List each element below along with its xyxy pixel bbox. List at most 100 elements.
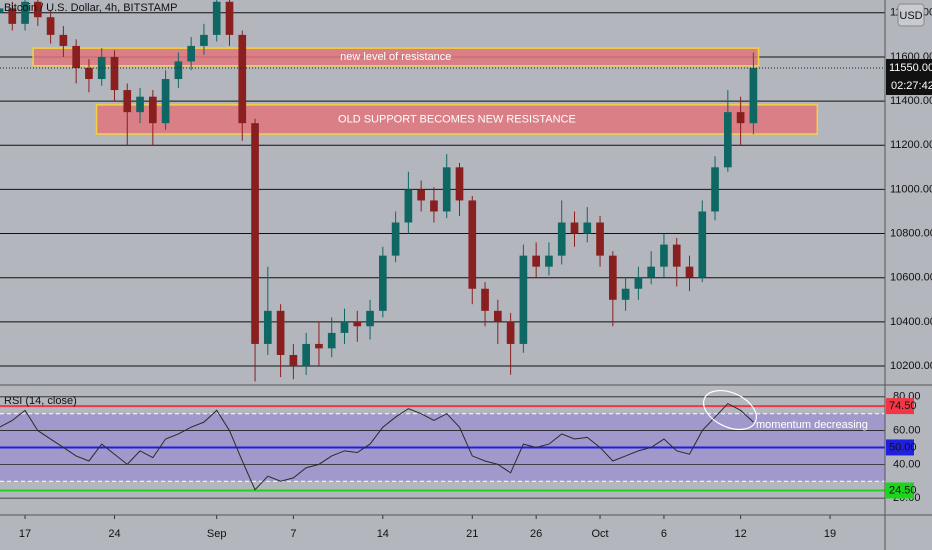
candle-body <box>391 222 400 256</box>
resistance-zone <box>95 104 819 135</box>
candle-body <box>85 67 93 80</box>
candle-body <box>225 1 234 35</box>
y-tick-label: 60.00 <box>893 424 921 436</box>
candle-body <box>302 343 310 367</box>
y-tick-label: 40.00 <box>893 458 921 470</box>
x-tick-label: 19 <box>824 528 836 540</box>
x-tick-label: 6 <box>661 528 667 540</box>
candle-body <box>519 255 528 344</box>
candle-body <box>736 112 745 124</box>
candle-body <box>340 321 349 333</box>
candle-body <box>263 310 272 344</box>
candle-body <box>634 277 643 289</box>
candle-body <box>33 1 42 18</box>
candle-body <box>570 222 579 234</box>
candle-body <box>21 1 29 24</box>
candle-body <box>289 354 298 367</box>
candle-body <box>430 200 438 212</box>
candle-body <box>404 189 413 223</box>
y-tick-label: 11200.00 <box>890 139 932 151</box>
candle-body <box>506 321 515 344</box>
candle-body <box>660 244 668 267</box>
candle-body <box>481 288 489 311</box>
candle-body <box>353 321 362 327</box>
annotation-ellipse <box>703 389 757 431</box>
level-tag <box>886 398 914 415</box>
symbol-title: Bitcoin / U.S. Dollar, 4h, BITSTAMP <box>4 2 177 14</box>
candle-body <box>110 56 119 91</box>
x-tick-label: Oct <box>591 528 608 540</box>
candle-body <box>455 167 464 201</box>
y-tick-label: 10800.00 <box>890 227 932 239</box>
candle-body <box>378 255 387 311</box>
countdown: 02:27:42 <box>891 80 932 92</box>
candle-body <box>59 34 68 46</box>
x-tick-label: 26 <box>530 528 542 540</box>
candle-body <box>366 310 374 327</box>
candle-body <box>276 310 285 355</box>
x-tick-label: 14 <box>377 528 389 540</box>
last-price-label: 11550.00 <box>889 62 932 74</box>
candle-body <box>46 17 55 35</box>
candle-body <box>557 222 566 256</box>
level-label: 50.00 <box>889 441 917 453</box>
candle-body <box>749 67 758 124</box>
candle-body <box>698 211 707 278</box>
rsi-line <box>0 402 754 491</box>
candle-body <box>647 266 655 278</box>
candle-body <box>315 343 323 349</box>
candle-body <box>493 310 502 322</box>
zone-label: new level of resistance <box>340 51 451 63</box>
candle-body <box>200 34 208 46</box>
candle-body <box>123 90 132 113</box>
candle-body <box>161 79 170 124</box>
resistance-zone <box>32 47 760 67</box>
candle-body <box>532 255 540 267</box>
candle-body <box>685 266 694 278</box>
candle-body <box>468 200 477 289</box>
candle-body <box>442 167 451 212</box>
candle-body <box>545 255 553 267</box>
candle-body <box>187 45 195 62</box>
candle-body <box>0 8 4 13</box>
candle-body <box>8 8 17 24</box>
candle-body <box>608 255 617 300</box>
candle-body <box>212 1 221 35</box>
candle-body <box>72 45 80 68</box>
zone-label: OLD SUPPORT BECOMES NEW RESISTANCE <box>338 113 576 125</box>
candle-body <box>97 56 106 80</box>
candle-body <box>417 189 425 201</box>
last-price-tag <box>886 58 932 95</box>
candle-body <box>723 112 732 168</box>
candle-body <box>672 244 681 267</box>
y-tick-label: 10400.00 <box>890 316 932 328</box>
x-tick-label: 7 <box>290 528 296 540</box>
y-tick-label: 11400.00 <box>890 95 932 107</box>
level-tag <box>886 439 914 456</box>
y-tick-label: 10200.00 <box>890 360 932 372</box>
candle-body <box>327 332 336 349</box>
candle-body <box>148 96 157 124</box>
x-tick-label: 12 <box>734 528 746 540</box>
x-tick-label: 21 <box>466 528 478 540</box>
candle-body <box>596 222 604 256</box>
x-tick-label: Sep <box>207 528 227 540</box>
currency-label[interactable]: USD <box>899 10 922 22</box>
candle-body <box>174 61 183 80</box>
candle-body <box>136 96 144 113</box>
x-tick-label: 17 <box>19 528 31 540</box>
candle-body <box>711 167 719 212</box>
level-tag <box>886 482 914 499</box>
x-tick-label: 24 <box>108 528 120 540</box>
candle-body <box>583 222 592 234</box>
candle-body <box>238 34 247 124</box>
rsi-annotation: momentum decreasing <box>756 419 868 431</box>
y-tick-label: 11000.00 <box>890 183 932 195</box>
rsi-title: RSI (14, close) <box>4 395 77 407</box>
candle-body <box>251 123 259 344</box>
currency-button[interactable] <box>897 3 925 27</box>
level-label: 74.50 <box>889 400 917 412</box>
candle-body <box>621 288 630 300</box>
y-tick-label: 10600.00 <box>890 272 932 284</box>
